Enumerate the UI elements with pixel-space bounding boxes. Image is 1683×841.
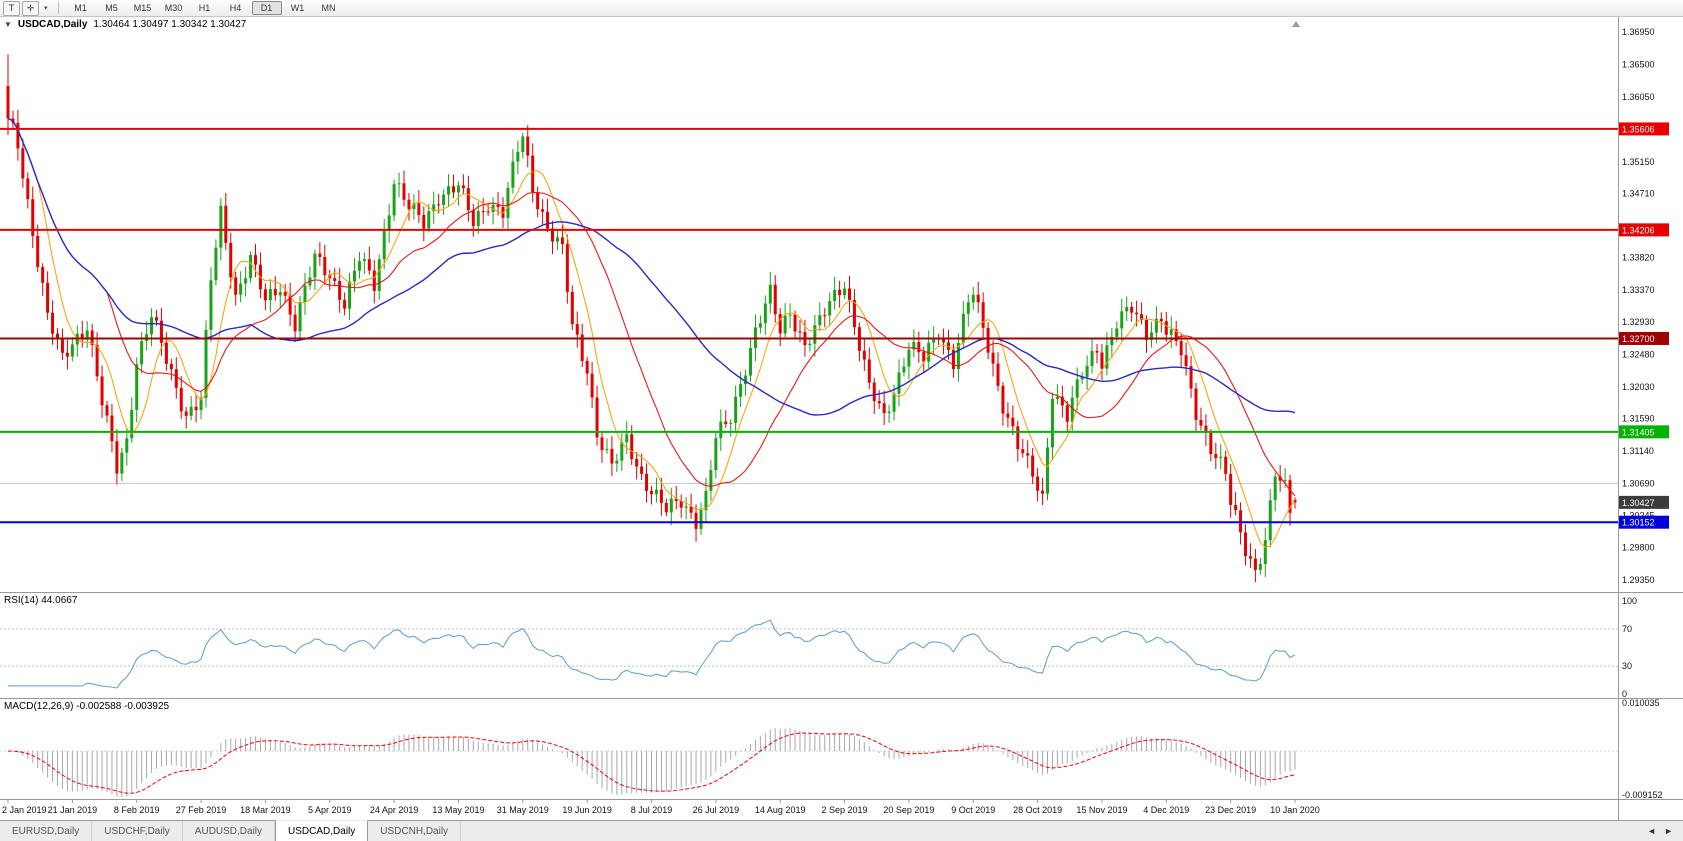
- tab-scroll-arrows: ◄ ►: [1637, 821, 1683, 841]
- timeframe-w1-button[interactable]: W1: [290, 3, 305, 13]
- x-axis-label: 19 Jun 2019: [562, 805, 612, 815]
- x-axis-label: 21 Jan 2019: [48, 805, 98, 815]
- ma-slow-line: [7, 117, 1296, 416]
- price-axis-area[interactable]: [1619, 17, 1683, 799]
- x-axis-label: 18 Mar 2019: [240, 805, 291, 815]
- chart-tab-usdchf[interactable]: USDCHF,Daily: [92, 821, 183, 841]
- timeframe-toolbar: T ✛ ▾ M1 M5 M15 M30 H1 H4 D1 W1 MN: [0, 0, 1683, 17]
- x-axis-label: 8 Jul 2019: [631, 805, 673, 815]
- rsi-axis-label: 30: [1622, 661, 1632, 671]
- macd-signal-line: [7, 732, 1296, 794]
- tool-button-group: T ✛: [3, 0, 39, 16]
- y-tick-label: 1.31590: [1622, 414, 1655, 424]
- y-tick-label: 1.32930: [1622, 317, 1655, 327]
- line-price-label: 1.32700: [1622, 334, 1655, 344]
- timeframe-m15-button[interactable]: M15: [133, 3, 152, 13]
- ma-mid-line: [7, 118, 1296, 497]
- x-axis-label: 4 Dec 2019: [1143, 805, 1189, 815]
- macd-axis-top-label: 0.010035: [1622, 698, 1660, 708]
- y-tick-label: 1.29350: [1622, 575, 1655, 585]
- x-axis-label: 24 Apr 2019: [370, 805, 419, 815]
- x-axis-label: 2 Jan 2019: [2, 805, 47, 815]
- tab-scroll-left-button[interactable]: ◄: [1647, 826, 1657, 836]
- timeframe-d1-button[interactable]: D1: [251, 1, 282, 15]
- rsi-pane-label: RSI(14) 44.0667: [4, 595, 78, 606]
- chart-tab-usdcad[interactable]: USDCAD,Daily: [275, 820, 369, 841]
- y-tick-label: 1.35150: [1622, 157, 1655, 167]
- rsi-axis-label: 70: [1622, 624, 1632, 634]
- y-tick-label: 1.32480: [1622, 349, 1655, 359]
- y-tick-label: 1.33820: [1622, 253, 1655, 263]
- x-axis-label: 23 Dec 2019: [1205, 805, 1256, 815]
- line-price-label-box: [1619, 515, 1669, 529]
- rsi-line: [8, 619, 1296, 689]
- ma-fast-line: [7, 118, 1296, 548]
- chart-ohlc-header: ▼ USDCAD,Daily 1.30464 1.30497 1.30342 1…: [4, 19, 246, 30]
- x-axis-label: 14 Aug 2019: [755, 805, 806, 815]
- macd-axis-bottom-label: -0.009152: [1622, 790, 1663, 800]
- line-price-label-box: [1619, 331, 1669, 345]
- chart-tab-bar: EURUSD,Daily USDCHF,Daily AUDUSD,Daily USDC…: [0, 820, 1683, 841]
- x-axis-label: 20 Sep 2019: [883, 805, 934, 815]
- macd-pane-label: MACD(12,26,9) -0.002588 -0.003925: [4, 701, 170, 712]
- line-price-label: 1.34206: [1622, 225, 1655, 235]
- line-price-label-box: [1619, 425, 1669, 439]
- y-tick-label: 1.36950: [1622, 27, 1655, 37]
- x-axis-label: 31 May 2019: [497, 805, 549, 815]
- crosshair-tool-button[interactable]: ✛: [22, 0, 39, 16]
- x-axis-label: 15 Nov 2019: [1076, 805, 1127, 815]
- timeframe-m1-button[interactable]: M1: [74, 3, 87, 13]
- chart-symbol-label: USDCAD,Daily: [17, 19, 88, 30]
- y-tick-label: 1.36500: [1622, 59, 1655, 69]
- toolbar-separator: [57, 2, 59, 14]
- candles: [6, 54, 1297, 583]
- x-axis-label: 5 Apr 2019: [308, 805, 352, 815]
- rsi-axis-label: 100: [1622, 596, 1637, 606]
- x-axis-label: 28 Oct 2019: [1013, 805, 1062, 815]
- text-tool-button[interactable]: T: [3, 0, 20, 16]
- chart-ohlc-values: 1.30464 1.30497 1.30342 1.30427: [93, 19, 247, 30]
- chart-tab-usdcnh[interactable]: USDCNH,Daily: [368, 821, 462, 841]
- line-price-label: 1.30152: [1622, 518, 1655, 528]
- tab-scroll-right-button[interactable]: ►: [1664, 826, 1673, 836]
- timeframe-m5-button[interactable]: M5: [105, 3, 118, 13]
- timeframe-button-group: M1 M5 M15 M30 H1 H4 D1 W1 MN: [66, 1, 344, 15]
- y-tick-label: 1.32030: [1622, 382, 1655, 392]
- y-tick-label: 1.29800: [1622, 543, 1655, 553]
- x-axis-label: 10 Jan 2020: [1270, 805, 1320, 815]
- y-tick-label: 1.36050: [1622, 92, 1655, 102]
- timeframe-mn-button[interactable]: MN: [321, 3, 336, 13]
- timeframe-m30-button[interactable]: M30: [164, 3, 183, 13]
- current-price-label: 1.30427: [1622, 498, 1655, 508]
- one-click-trading-arrow-icon[interactable]: ▼: [4, 20, 12, 29]
- y-tick-label: 1.31140: [1622, 446, 1654, 456]
- x-axis-label: 27 Feb 2019: [176, 805, 227, 815]
- macd-histogram: [12, 728, 1296, 797]
- x-axis-label: 13 May 2019: [432, 805, 484, 815]
- timeframe-h4-button[interactable]: H4: [229, 3, 242, 13]
- x-axis-label: 8 Feb 2019: [114, 805, 160, 815]
- line-price-label: 1.31405: [1622, 427, 1655, 437]
- chart-tab-eurusd[interactable]: EURUSD,Daily: [0, 821, 93, 841]
- tool-dropdown-caret-icon[interactable]: ▾: [44, 5, 48, 12]
- time-axis-area[interactable]: [0, 800, 1618, 820]
- y-tick-label: 1.34710: [1622, 189, 1655, 199]
- chart-region[interactable]: 1.36950 1.36500 1.36050 1.35150 1.34710 1.338…: [0, 17, 1683, 820]
- x-axis-label: 9 Oct 2019: [951, 805, 995, 815]
- chart-canvas[interactable]: 1.36950 1.36500 1.36050 1.35150 1.34710 1.338…: [0, 17, 1683, 820]
- rsi-axis-label: 0: [1622, 689, 1627, 699]
- chart-tab-audusd[interactable]: AUDUSD,Daily: [183, 821, 276, 841]
- y-tick-label: 1.30690: [1622, 478, 1655, 488]
- y-tick-label: 1.33370: [1622, 285, 1655, 295]
- line-price-label-box: [1619, 122, 1669, 136]
- line-price-label: 1.35606: [1622, 124, 1655, 134]
- current-price-label-box: [1619, 495, 1669, 509]
- x-axis-label: 26 Jul 2019: [693, 805, 740, 815]
- line-price-label-box: [1619, 223, 1669, 237]
- y-tick-label: 1.30245: [1622, 510, 1655, 520]
- chart-shift-marker-icon[interactable]: [1292, 21, 1300, 27]
- timeframe-h1-button[interactable]: H1: [198, 3, 211, 13]
- x-axis-label: 2 Sep 2019: [822, 805, 868, 815]
